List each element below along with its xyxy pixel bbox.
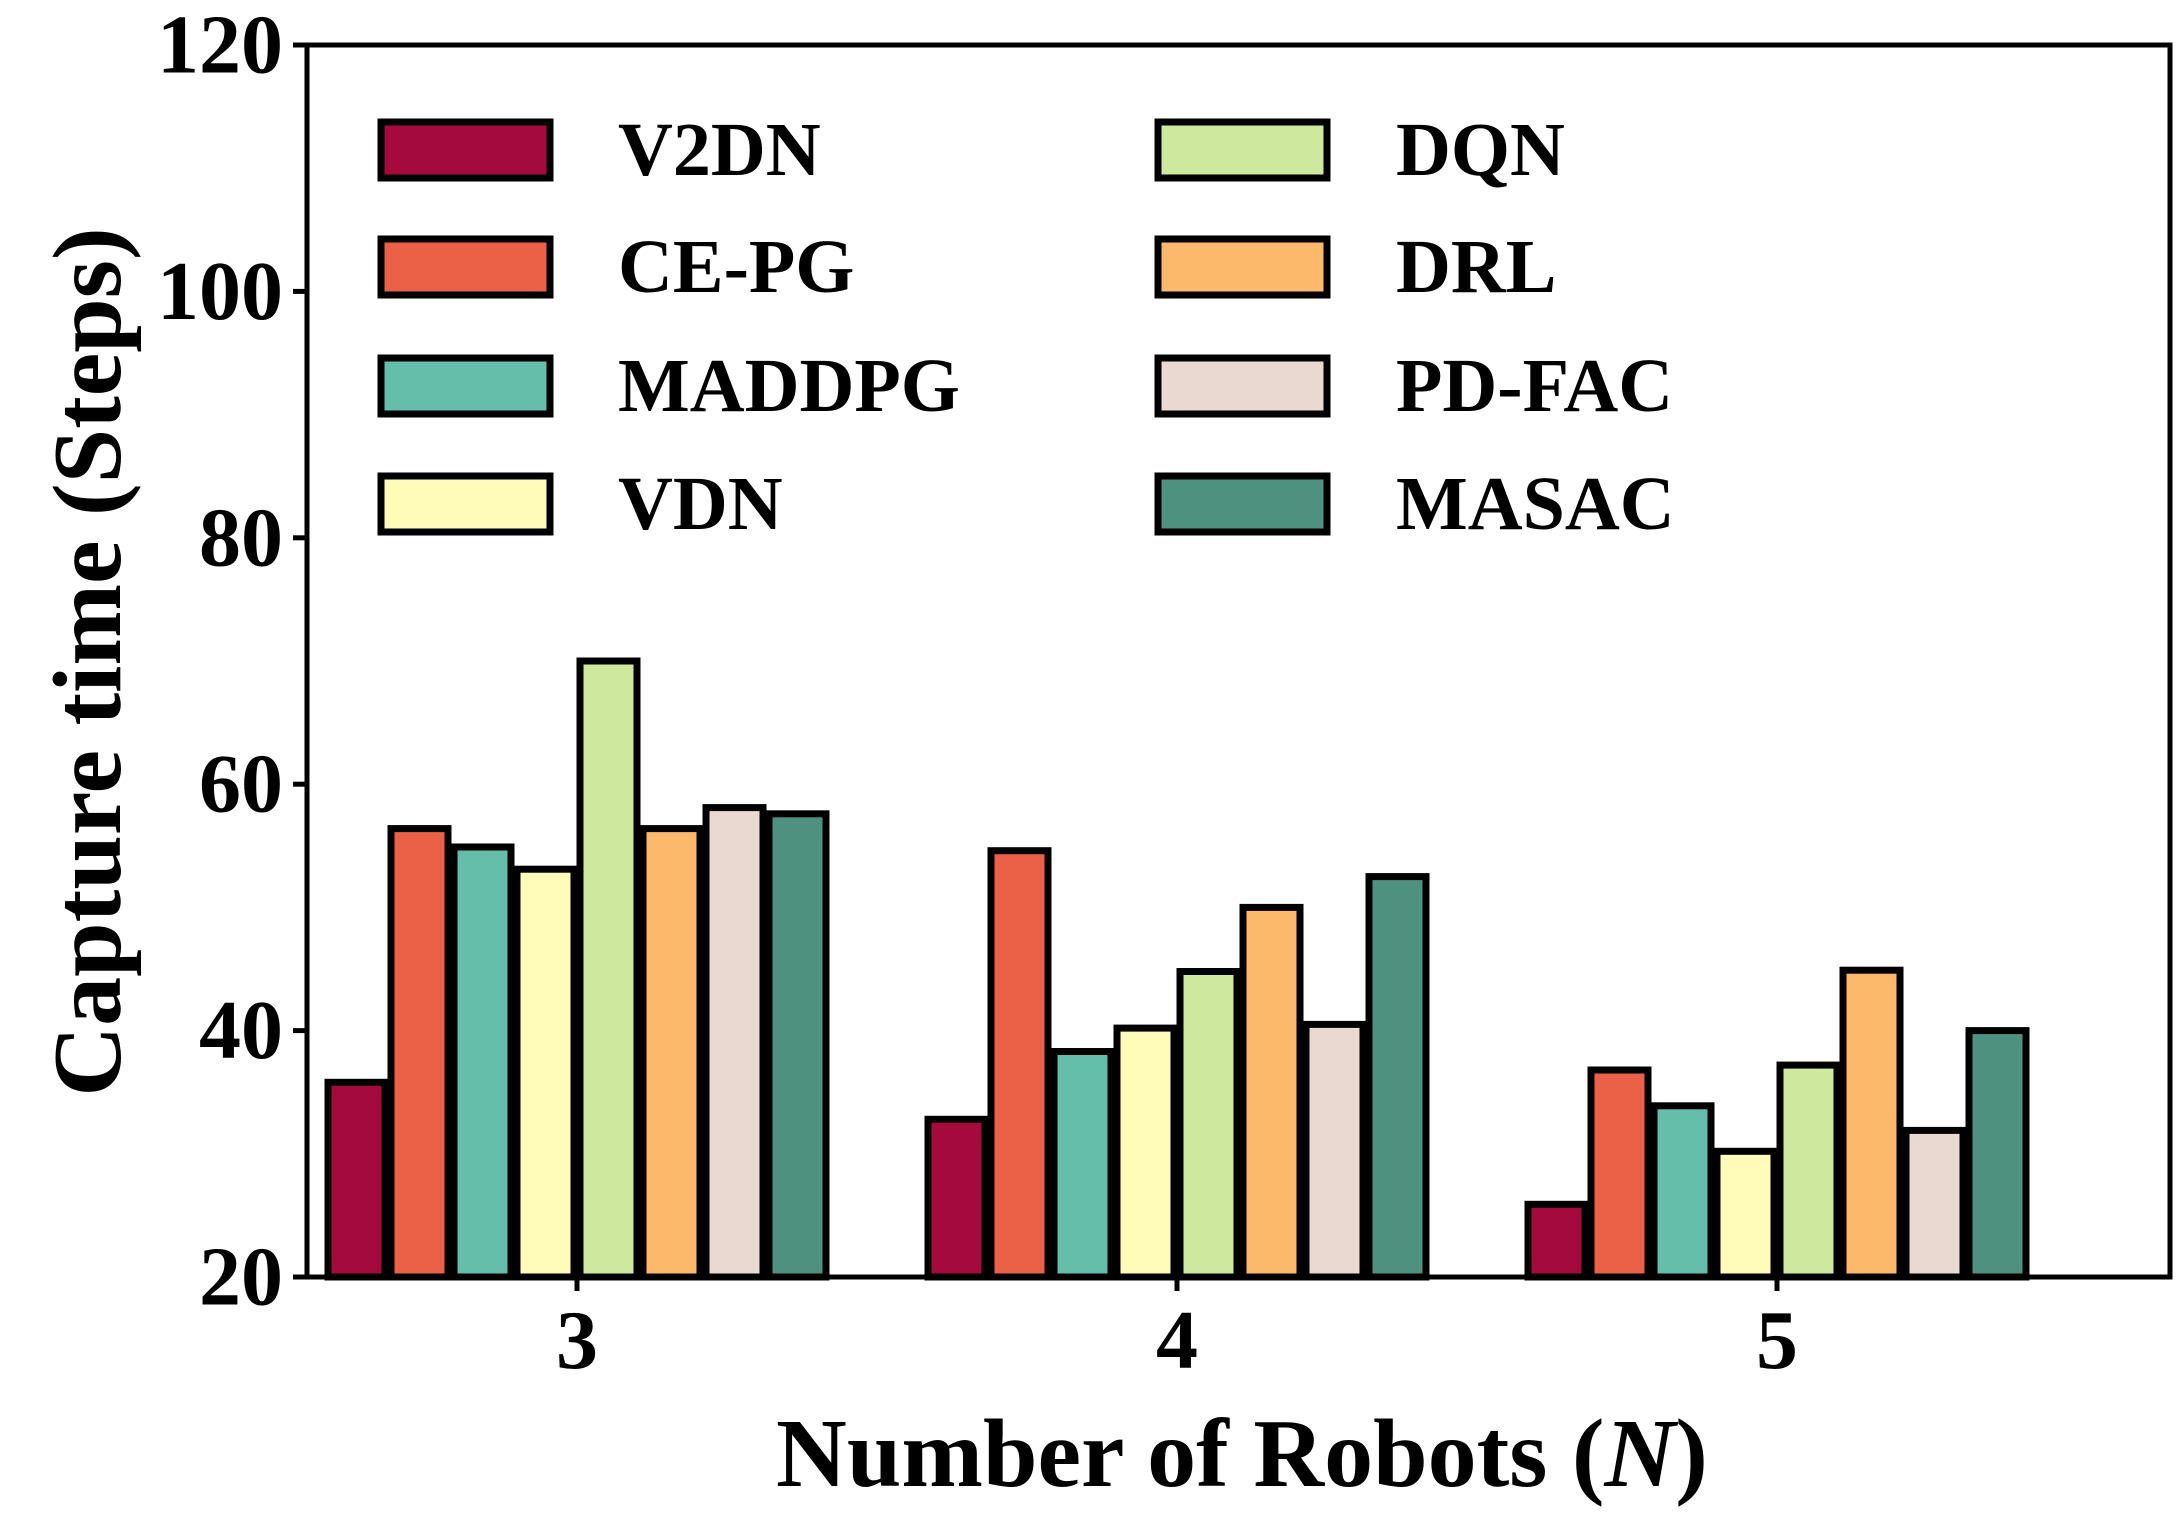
y-tick-label: 20	[199, 1231, 283, 1324]
bar-masac-n4	[1365, 873, 1430, 1281]
bar-maddpg-n4	[1050, 1048, 1115, 1281]
x-tick-label: 4	[1156, 1294, 1198, 1387]
x-axis-label: Number of Robots (N)	[776, 1400, 1708, 1508]
bar-pd-fac-n3	[702, 804, 767, 1281]
x-axis-label-text: Number of Robots (	[776, 1400, 1604, 1508]
legend-label-vdn: VDN	[618, 462, 783, 546]
bar-v2dn-n4	[924, 1115, 989, 1281]
bar-v2dn-n5	[1524, 1200, 1589, 1281]
bar-drl-n4	[1239, 903, 1304, 1281]
bar-ce-pg-n5	[1587, 1066, 1652, 1281]
bar-dqn-n5	[1776, 1061, 1841, 1281]
bar-drl-n3	[639, 825, 704, 1281]
bar-pd-fac-n4	[1302, 1020, 1367, 1281]
y-axis-ticks: 20 40 60 80 100 120	[157, 0, 307, 1324]
legend-label-drl: DRL	[1396, 225, 1556, 309]
bar-maddpg-n5	[1650, 1102, 1715, 1281]
bar-vdn-n5	[1713, 1147, 1778, 1281]
legend-swatch-drl	[1154, 235, 1331, 299]
legend-swatch-vdn	[377, 472, 554, 536]
bar-maddpg-n3	[450, 843, 515, 1281]
legend-swatch-pd-fac	[1154, 354, 1331, 418]
bar-dqn-n3	[576, 657, 641, 1281]
bar-ce-pg-n3	[387, 825, 452, 1281]
plot-frame	[304, 42, 2173, 1280]
x-axis-label-italic: N	[1604, 1400, 1679, 1508]
bar-ce-pg-n4	[987, 847, 1052, 1281]
y-tick-label: 60	[199, 738, 283, 831]
legend-label-masac: MASAC	[1396, 462, 1675, 546]
legend-label-v2dn: V2DN	[618, 108, 821, 192]
bar-masac-n3	[765, 810, 830, 1281]
bar-drl-n5	[1839, 966, 1904, 1281]
legend-swatch-dqn	[1154, 118, 1331, 182]
legend-swatch-ce-pg	[377, 235, 554, 299]
legend-swatch-masac	[1154, 472, 1331, 536]
legend-label-maddpg: MADDPG	[618, 344, 960, 428]
bars-group	[324, 657, 2030, 1281]
legend: V2DN CE-PG MADDPG VDN DQN DRL PD-FAC MASAC	[377, 108, 1675, 546]
bar-masac-n5	[1965, 1027, 2030, 1281]
legend-label-dqn: DQN	[1396, 108, 1565, 192]
legend-label-pd-fac: PD-FAC	[1396, 344, 1673, 428]
y-axis-label: Capture time (Steps)	[34, 227, 142, 1096]
bar-vdn-n4	[1113, 1024, 1178, 1281]
bar-vdn-n3	[513, 865, 578, 1281]
y-tick-label: 100	[157, 245, 283, 338]
x-tick-label: 5	[1756, 1294, 1798, 1387]
legend-label-ce-pg: CE-PG	[618, 225, 854, 309]
y-tick-label: 40	[199, 984, 283, 1077]
bar-dqn-n4	[1176, 968, 1241, 1281]
x-tick-label: 3	[556, 1294, 598, 1387]
legend-swatch-v2dn	[377, 118, 554, 182]
y-tick-label: 120	[157, 0, 283, 92]
bar-pd-fac-n5	[1902, 1126, 1967, 1281]
legend-swatch-maddpg	[377, 354, 554, 418]
bar-v2dn-n3	[324, 1078, 389, 1281]
x-axis-ticks: 3 4 5	[556, 1277, 1798, 1387]
x-axis-label-close: )	[1675, 1400, 1708, 1508]
y-tick-label: 80	[199, 491, 283, 584]
